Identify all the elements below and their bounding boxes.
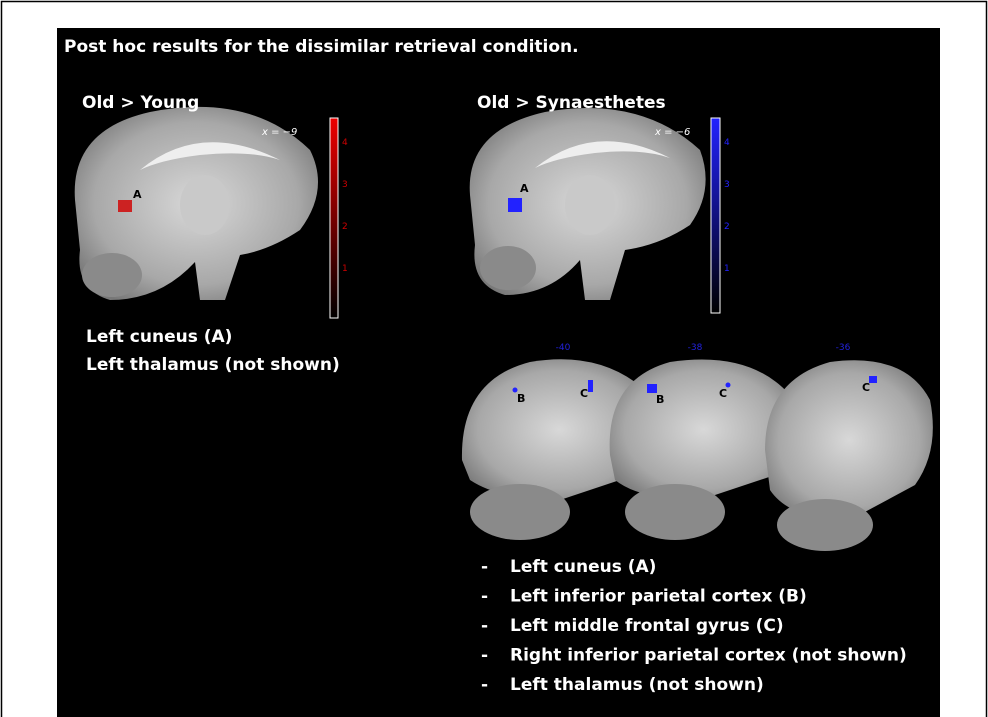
region-label: A bbox=[520, 182, 529, 195]
activation-blob bbox=[118, 200, 132, 212]
panel-heading: Old > Young bbox=[82, 93, 199, 113]
colorbar bbox=[711, 118, 720, 313]
region-label: C bbox=[719, 387, 727, 400]
finding: Left cuneus (A) bbox=[510, 557, 656, 577]
slice-label: -38 bbox=[688, 343, 703, 353]
slice-coordinate: x = −6 bbox=[654, 127, 690, 138]
region-label: B bbox=[656, 393, 664, 406]
region-label: A bbox=[133, 188, 142, 201]
list-marker: - bbox=[481, 646, 488, 666]
colorbar-tick-label: 4 bbox=[724, 138, 730, 148]
region-label: B bbox=[517, 392, 525, 405]
panel-heading: Old > Synaesthetes bbox=[477, 93, 666, 113]
slice-coordinate: x = −9 bbox=[261, 127, 297, 138]
finding: Left thalamus (not shown) bbox=[86, 355, 340, 375]
list-marker: - bbox=[481, 587, 488, 607]
region-label: C bbox=[580, 387, 588, 400]
finding: Left cuneus (A) bbox=[86, 327, 232, 347]
colorbar-tick-label: 2 bbox=[342, 222, 348, 232]
figure-title: Post hoc results for the dissimilar retr… bbox=[64, 37, 579, 57]
finding: Left thalamus (not shown) bbox=[510, 675, 764, 695]
activation-blob bbox=[508, 198, 522, 212]
colorbar-tick-label: 2 bbox=[724, 222, 730, 232]
colorbar-tick-label: 1 bbox=[724, 264, 730, 274]
finding: Left middle frontal gyrus (C) bbox=[510, 616, 784, 636]
slice-label: -40 bbox=[556, 343, 571, 353]
colorbar-tick-label: 3 bbox=[724, 180, 730, 190]
slice-label: -36 bbox=[836, 343, 851, 353]
list-marker: - bbox=[481, 557, 488, 577]
finding: Right inferior parietal cortex (not show… bbox=[510, 646, 907, 666]
colorbar-tick-label: 1 bbox=[342, 264, 348, 274]
figure: Post hoc results for the dissimilar retr… bbox=[0, 0, 988, 717]
list-marker: - bbox=[481, 616, 488, 636]
colorbar-tick-label: 3 bbox=[342, 180, 348, 190]
colorbar bbox=[330, 118, 338, 318]
colorbar-tick-label: 4 bbox=[342, 138, 348, 148]
region-label: C bbox=[862, 381, 870, 394]
list-marker: - bbox=[481, 675, 488, 695]
finding: Left inferior parietal cortex (B) bbox=[510, 587, 807, 607]
